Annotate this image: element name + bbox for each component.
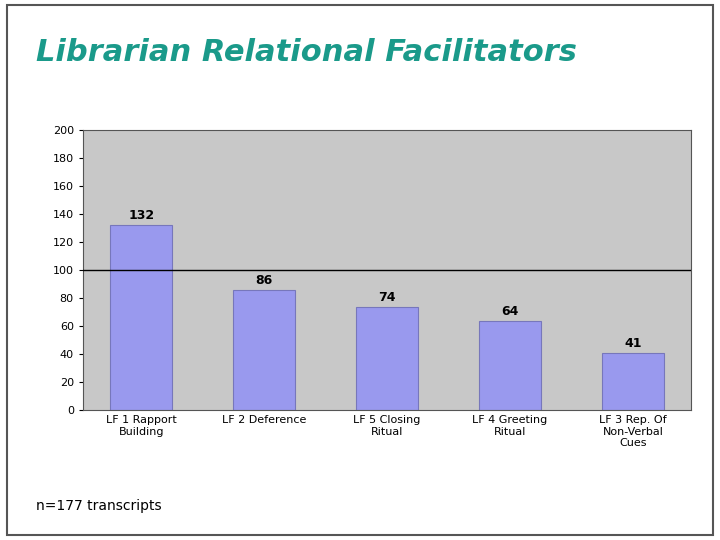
Bar	[356, 307, 418, 410]
Text: 41: 41	[624, 337, 642, 350]
Bar	[233, 289, 294, 410]
Text: 132: 132	[128, 210, 154, 222]
Text: n=177 transcripts: n=177 transcripts	[36, 499, 161, 513]
Text: Librarian Relational Facilitators: Librarian Relational Facilitators	[36, 38, 577, 67]
Bar	[110, 225, 172, 410]
Bar	[480, 321, 541, 410]
Text: 74: 74	[378, 291, 396, 303]
Text: 86: 86	[256, 274, 273, 287]
Bar	[602, 353, 664, 410]
Text: 64: 64	[501, 305, 518, 318]
